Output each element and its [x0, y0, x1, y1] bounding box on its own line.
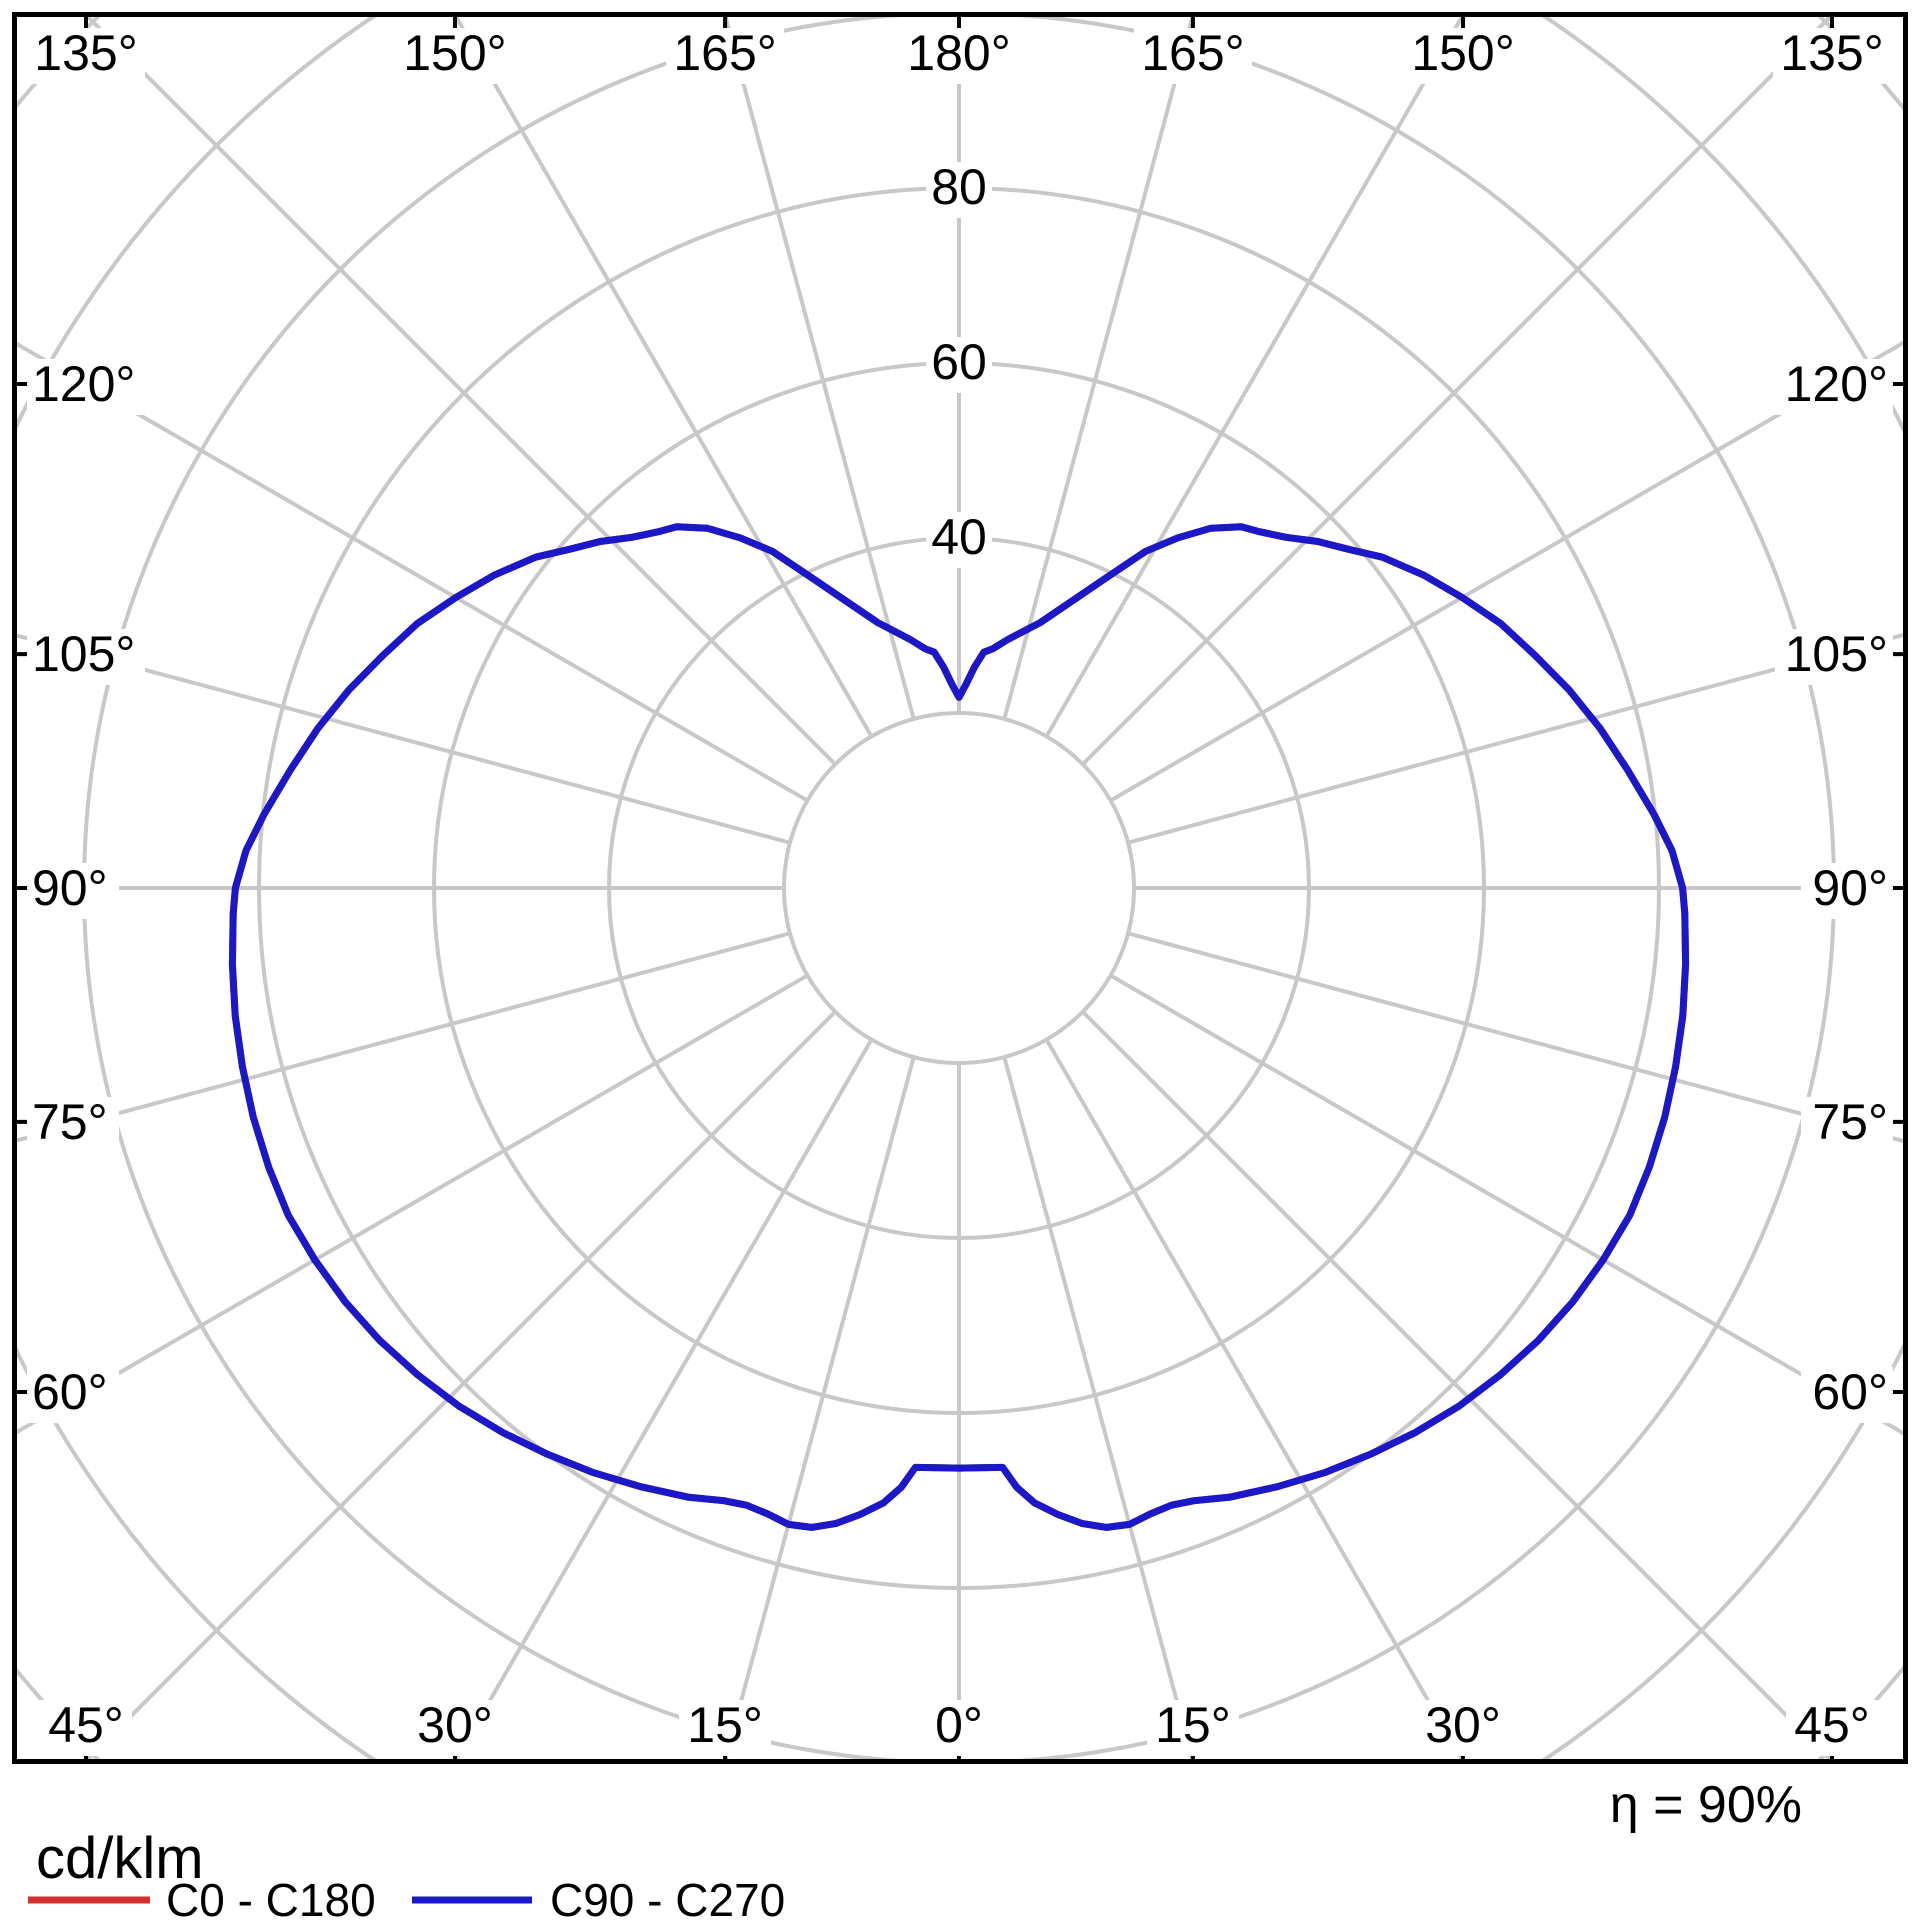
grid-ring-20 [782, 711, 1136, 1065]
angle-label-right-60-bg [1801, 1367, 1893, 1424]
angle-label-30-bg [408, 1700, 501, 1756]
angle-label-45: 45° [48, 1697, 124, 1753]
angle-label-165: 165° [673, 25, 776, 81]
angle-label-right-90-bg [1801, 863, 1893, 919]
grid-radial-line-150 [1044, 15, 1466, 738]
angle-label-right-105: 105° [1785, 626, 1888, 682]
angle-label-150: 150° [1411, 25, 1514, 81]
legend: C0 - C180 C90 - C270 [28, 1874, 785, 1920]
angle-label-0-bg [926, 1700, 992, 1756]
angle-label-165: 165° [1141, 25, 1244, 81]
grid-radial-line-240 [15, 340, 809, 803]
angle-label-left-90-bg [27, 863, 119, 919]
angle-label-165-bg [1133, 28, 1252, 84]
angle-label-15: 15° [687, 1697, 763, 1753]
intensity-curves [228, 523, 1690, 1531]
angle-label-right-75-bg [1801, 1096, 1893, 1153]
radial-label-60: 60 [931, 334, 987, 390]
grid-radial-line-210 [452, 15, 874, 738]
grid-radial-line-30 [1044, 1038, 1466, 1761]
angle-label-right-120-bg [1775, 358, 1893, 415]
grid-radial-line-120 [1109, 339, 1905, 803]
grid-radial-line-165 [1002, 15, 1195, 720]
angle-label-left-60: 60° [32, 1364, 108, 1420]
angle-label-45: 45° [1794, 1697, 1870, 1753]
angle-label-left-75-bg [27, 1096, 119, 1153]
angle-label-left-120-bg [27, 358, 145, 415]
grid-radial-line-75 [1127, 931, 1905, 1144]
angle-label-right-105-bg [1775, 629, 1893, 686]
angle-label-150: 150° [403, 25, 506, 81]
grid-radial-line-300 [15, 973, 809, 1436]
angle-label-left-105-bg [27, 629, 145, 686]
angle-label-right-60: 60° [1812, 1364, 1888, 1420]
angle-label-15-bg [1146, 1700, 1239, 1756]
radial-label-80-bg [926, 162, 992, 218]
angle-label-135: 135° [34, 25, 137, 81]
angle-label-15-bg [679, 1700, 772, 1756]
angle-label-150-bg [1404, 28, 1523, 84]
units-label: cd/klm [36, 1826, 204, 1891]
grid-radial-line-105 [1127, 632, 1905, 845]
angle-label-150-bg [395, 28, 514, 84]
angle-label-180: 180° [907, 25, 1010, 81]
angle-label-right-120: 120° [1785, 356, 1888, 412]
radial-label-40-bg [926, 512, 992, 568]
legend-label-c90-c270: C90 - C270 [550, 1874, 785, 1920]
radial-label-40: 40 [931, 509, 987, 565]
curve-c90-c270 [228, 523, 1690, 1531]
angle-label-right-90: 90° [1812, 860, 1888, 916]
grid-radial-line-255 [15, 632, 791, 845]
efficiency-label: η = 90% [1610, 1776, 1802, 1834]
grid-radial-line-195 [723, 15, 916, 720]
angle-label-165-bg [666, 28, 785, 84]
angle-label-0: 0° [935, 1697, 983, 1753]
angle-label-180-bg [900, 28, 1018, 84]
grid-radial-line-60 [1109, 973, 1905, 1437]
chart-frame [12, 12, 1908, 1764]
angle-label-30-bg [1417, 1700, 1510, 1756]
grid-radial-line-15 [1002, 1056, 1195, 1761]
grid-radial-line-330 [452, 1038, 874, 1761]
radial-label-60-bg [926, 337, 992, 393]
angle-label-30: 30° [1425, 1697, 1501, 1753]
angle-label-left-60-bg [27, 1367, 119, 1424]
angle-label-left-105: 105° [32, 626, 135, 682]
angle-label-left-75: 75° [32, 1094, 108, 1150]
angle-label-30: 30° [417, 1697, 493, 1753]
grid-radial-line-285 [15, 931, 791, 1144]
radial-label-80: 80 [931, 159, 987, 215]
angle-label-left-90: 90° [32, 860, 108, 916]
angle-label-135: 135° [1780, 25, 1883, 81]
angle-label-45-bg [1786, 1700, 1878, 1756]
angle-label-135-bg [27, 28, 145, 84]
legend-label-c0-c180: C0 - C180 [166, 1874, 376, 1920]
angle-label-135-bg [1773, 28, 1891, 84]
angle-label-45-bg [40, 1700, 132, 1756]
angle-label-right-75: 75° [1812, 1094, 1888, 1150]
grid-radial-line-345 [723, 1056, 916, 1761]
angle-label-15: 15° [1155, 1697, 1231, 1753]
angle-label-left-120: 120° [32, 356, 135, 412]
